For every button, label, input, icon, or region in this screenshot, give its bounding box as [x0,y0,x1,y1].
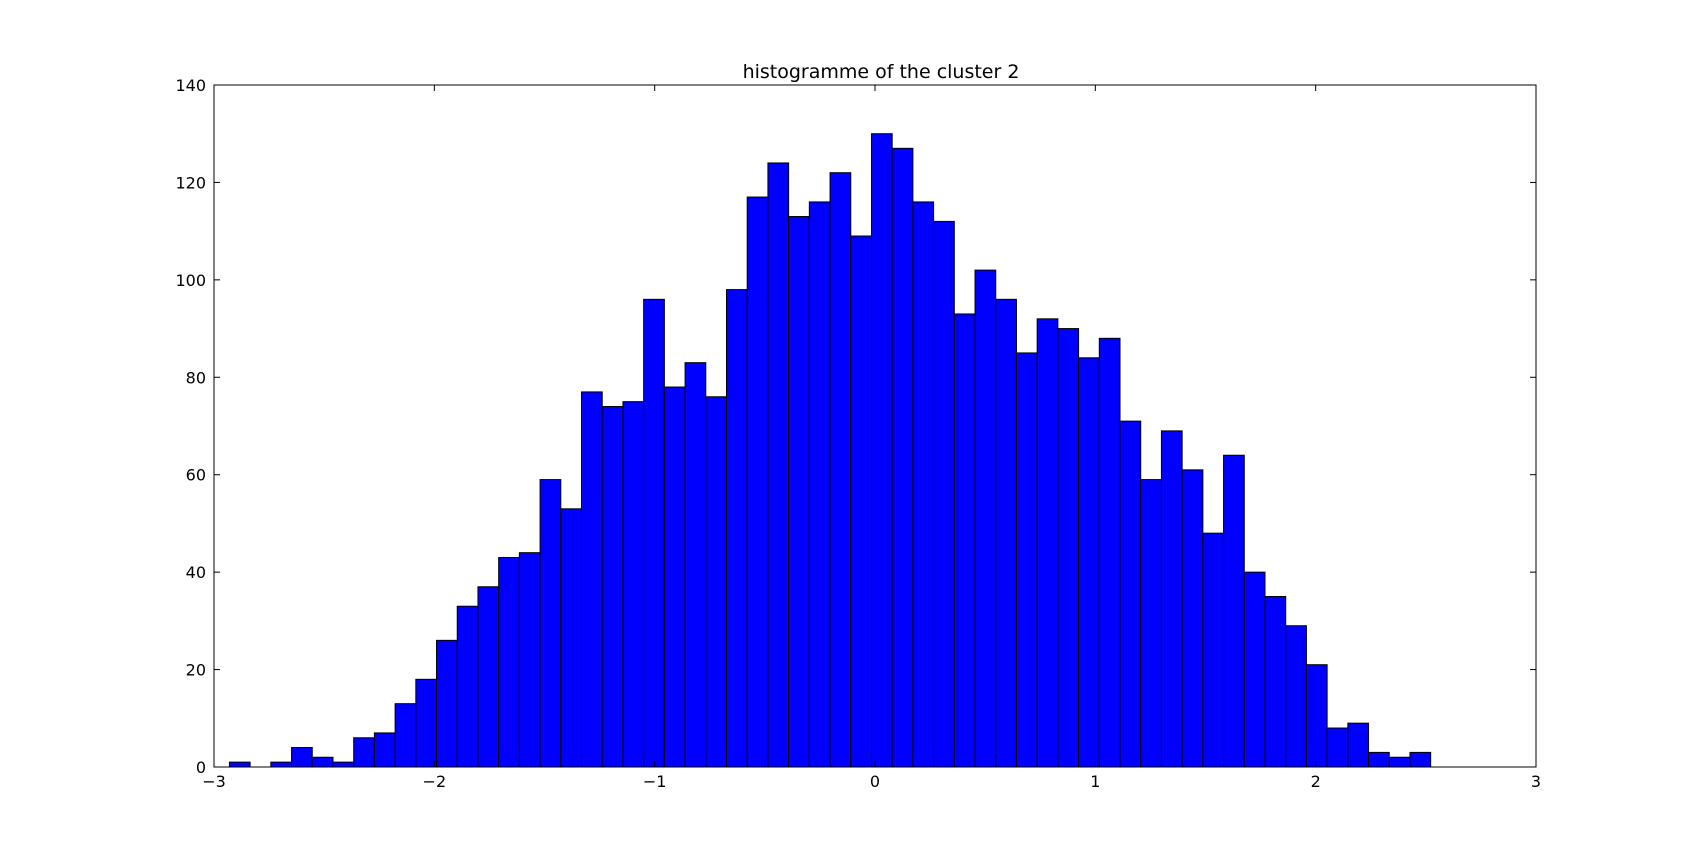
x-tick-label: −1 [643,772,667,791]
histogram-bar [518,552,541,768]
y-tick-label: 120 [175,173,206,192]
histogram-bar [1409,751,1432,768]
histogram-bar [788,216,810,768]
y-tick-label: 40 [186,563,206,582]
histogram-bar [767,162,790,768]
histogram-bar [1140,479,1162,768]
histogram-bar [1347,722,1370,768]
histogram-bar [1119,420,1142,768]
histogram-bar [684,362,707,768]
histogram-bar [1098,337,1121,768]
histogram-bar [725,289,748,768]
histogram-bar [270,761,293,768]
histogram-bar [663,386,686,768]
bars-group [228,133,1432,768]
histogram-bar [581,391,603,768]
x-tick-label: −3 [202,772,226,791]
histogram-bar [373,732,396,768]
histogram-bar [498,557,520,768]
histogram-bar [1057,328,1080,768]
histogram-bar [870,133,893,768]
histogram-bar [850,235,872,768]
x-tick-label: 3 [1531,772,1541,791]
histogram-bar [643,298,665,768]
histogram-bar [353,737,375,768]
histogram-bar [912,201,935,768]
histogram-bar [477,586,500,768]
histogram-bar [394,703,417,768]
histogram-bar [601,406,624,768]
histogram-bar [995,298,1017,768]
plot-frame [213,84,1537,768]
chart-title: histogramme of the cluster 2 [743,61,1020,83]
histogram-bar [228,761,251,768]
y-tick-label: 140 [175,76,206,95]
histogram-bar [560,508,583,768]
histogram-bar [1078,357,1100,768]
histogram-bar [746,196,769,768]
histogram-bar [622,401,645,768]
histogram-bar [1223,454,1245,768]
histogram-bar [705,396,727,768]
histogram-bar [1305,664,1328,768]
ticks-group: −3 −2 −1 0 1 2 3 0 20 40 60 80 100 120 140 [175,76,1541,791]
y-tick-label: 20 [186,661,206,680]
histogram-bar [332,761,355,768]
y-tick-label: 0 [196,758,206,777]
histogram-bar [1368,751,1390,768]
histogram-bar [291,747,313,768]
histogram-bar [311,756,334,768]
y-tick-label: 80 [186,368,206,387]
x-tick-label: 2 [1311,772,1321,791]
x-tick-label: 1 [1090,772,1100,791]
histogram-bar [1285,625,1307,768]
histogram-bar [1181,469,1204,768]
histogram-bar [829,172,852,768]
histogram-bar [1160,430,1183,768]
histogram-bar [808,201,831,768]
histogram-bar [953,313,976,768]
histogram-bar [456,605,479,768]
histogram-bar [1326,727,1349,768]
histogram-bar [933,220,955,768]
histogram-bar [891,147,914,768]
y-tick-label: 100 [175,271,206,290]
x-tick-label: 0 [870,772,880,791]
y-tick-label: 60 [186,466,206,485]
x-tick-label: −2 [423,772,447,791]
histogram-bar [974,269,997,768]
histogram-bar [1388,756,1411,768]
histogram-bar [539,479,562,768]
histogram-bar [1243,571,1266,768]
histogram-bar [1264,596,1287,768]
histogram-bar [1202,532,1225,768]
histogram-bar [1036,318,1059,768]
histogram-bar [1015,352,1038,768]
histogram-bar [415,678,438,768]
histogram-bar [436,639,458,768]
